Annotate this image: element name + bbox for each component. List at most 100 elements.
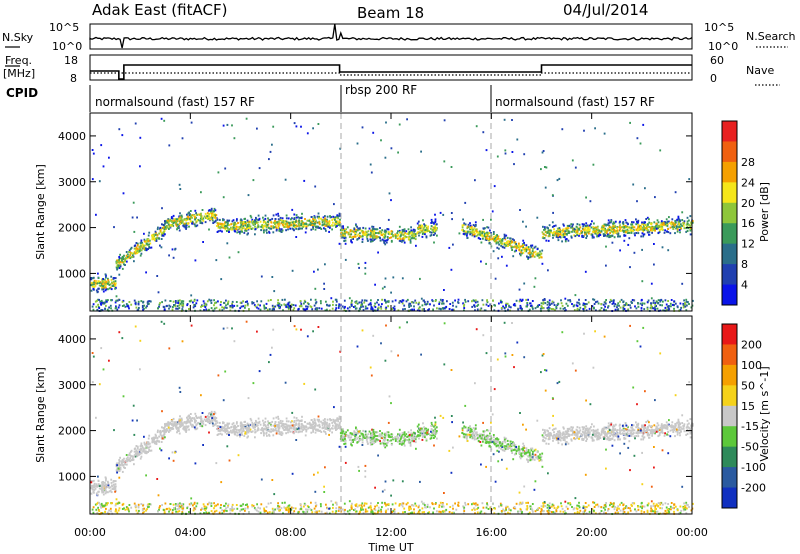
scatter-cell [258, 217, 261, 220]
scatter-cell [110, 275, 113, 278]
scatter-cell [619, 306, 622, 309]
scatter-cell [256, 221, 259, 224]
scatter-cell [563, 224, 565, 227]
scatter-cell [90, 289, 93, 292]
scatter-cell [540, 305, 543, 308]
scatter-cell [552, 301, 555, 304]
scatter-cell [257, 224, 259, 227]
scatter-cell [295, 216, 298, 219]
scatter-cell [344, 242, 347, 245]
scatter-cell [271, 217, 274, 220]
scatter-cell [449, 303, 452, 305]
scatter-cell [181, 418, 183, 421]
scatter-cell [292, 425, 295, 428]
scatter-cell [660, 423, 663, 426]
scatter-cell [140, 244, 143, 247]
scatter-cell [541, 452, 544, 455]
scatter-cell [107, 277, 109, 280]
scatter-cell [312, 127, 314, 130]
scatter-cell [427, 229, 429, 232]
scatter-cell [509, 243, 511, 246]
scatter-cell [115, 305, 117, 308]
scatter-cell [166, 304, 168, 307]
scatter-cell [314, 287, 317, 290]
scatter-cell [361, 241, 364, 243]
scatter-cell [408, 230, 411, 233]
scatter-cell [423, 299, 425, 302]
scatter-cell [105, 486, 108, 489]
scatter-cell [326, 220, 328, 223]
scatter-cell [116, 261, 118, 264]
scatter-cell [473, 226, 476, 229]
scatter-cell [548, 232, 551, 235]
scatter-cell [413, 237, 415, 240]
scatter-cell [167, 218, 170, 221]
scatter-cell [564, 230, 567, 233]
scatter-cell [452, 243, 454, 246]
scatter-cell [244, 229, 246, 232]
scatter-cell [298, 216, 301, 219]
scatter-cell [658, 231, 661, 233]
scatter-cell [680, 430, 682, 433]
scatter-cell [295, 417, 298, 420]
scatter-cell [136, 247, 139, 250]
scatter-cell [341, 305, 344, 308]
scatter-cell [582, 225, 585, 228]
scatter-cell [429, 303, 431, 306]
scatter-cell [246, 233, 249, 236]
scatter-cell [424, 231, 426, 234]
scatter-cell [355, 301, 357, 304]
scatter-cell [494, 437, 497, 440]
scatter-cell [185, 219, 187, 222]
scatter-cell [397, 309, 400, 312]
scatter-cell [507, 443, 510, 446]
scatter-cell [375, 237, 378, 240]
scatter-cell [305, 428, 308, 431]
scatter-cell [361, 238, 364, 241]
scatter-cell [262, 227, 265, 230]
scatter-cell [224, 431, 227, 434]
scatter-cell [542, 150, 545, 152]
scatter-cell [334, 309, 337, 311]
scatter-cell [98, 180, 101, 183]
scatter-cell [248, 308, 250, 311]
scatter-cell [297, 222, 300, 225]
scatter-cell [136, 250, 139, 253]
scatter-cell [635, 435, 638, 437]
scatter-cell [364, 272, 367, 275]
scatter-cell [639, 226, 642, 229]
scatter-cell [140, 252, 143, 255]
scatter-cell [281, 420, 284, 423]
scatter-cell [601, 225, 604, 228]
scatter-cell [370, 306, 373, 309]
scatter-cell [259, 220, 262, 223]
scatter-cell [570, 426, 573, 429]
scatter-cell [252, 179, 255, 182]
scatter-cell [591, 436, 594, 439]
scatter-cell [660, 225, 663, 228]
scatter-cell [125, 251, 128, 253]
scatter-cell [542, 438, 545, 441]
scatter-cell [547, 306, 550, 309]
scatter-cell [204, 306, 207, 308]
scatter-cell [371, 225, 373, 228]
scatter-cell [633, 226, 636, 229]
scatter-cell [533, 255, 536, 258]
scatter-cell [108, 287, 111, 290]
scatter-cell [287, 303, 290, 306]
scatter-cell [93, 486, 96, 489]
scatter-cell [122, 258, 125, 260]
scatter-cell [508, 240, 511, 243]
velocity-scatter-cells [90, 320, 694, 515]
scatter-cell [564, 307, 566, 309]
scatter-cell [148, 231, 151, 234]
scatter-cell [547, 239, 550, 242]
scatter-cell [631, 301, 633, 304]
scatter-cell [287, 226, 290, 229]
scatter-cell [233, 228, 236, 231]
scatter-cell [234, 225, 237, 227]
scatter-cell [265, 307, 267, 309]
scatter-cell [324, 215, 326, 218]
scatter-cell [584, 306, 586, 309]
scatter-cell [337, 420, 339, 423]
